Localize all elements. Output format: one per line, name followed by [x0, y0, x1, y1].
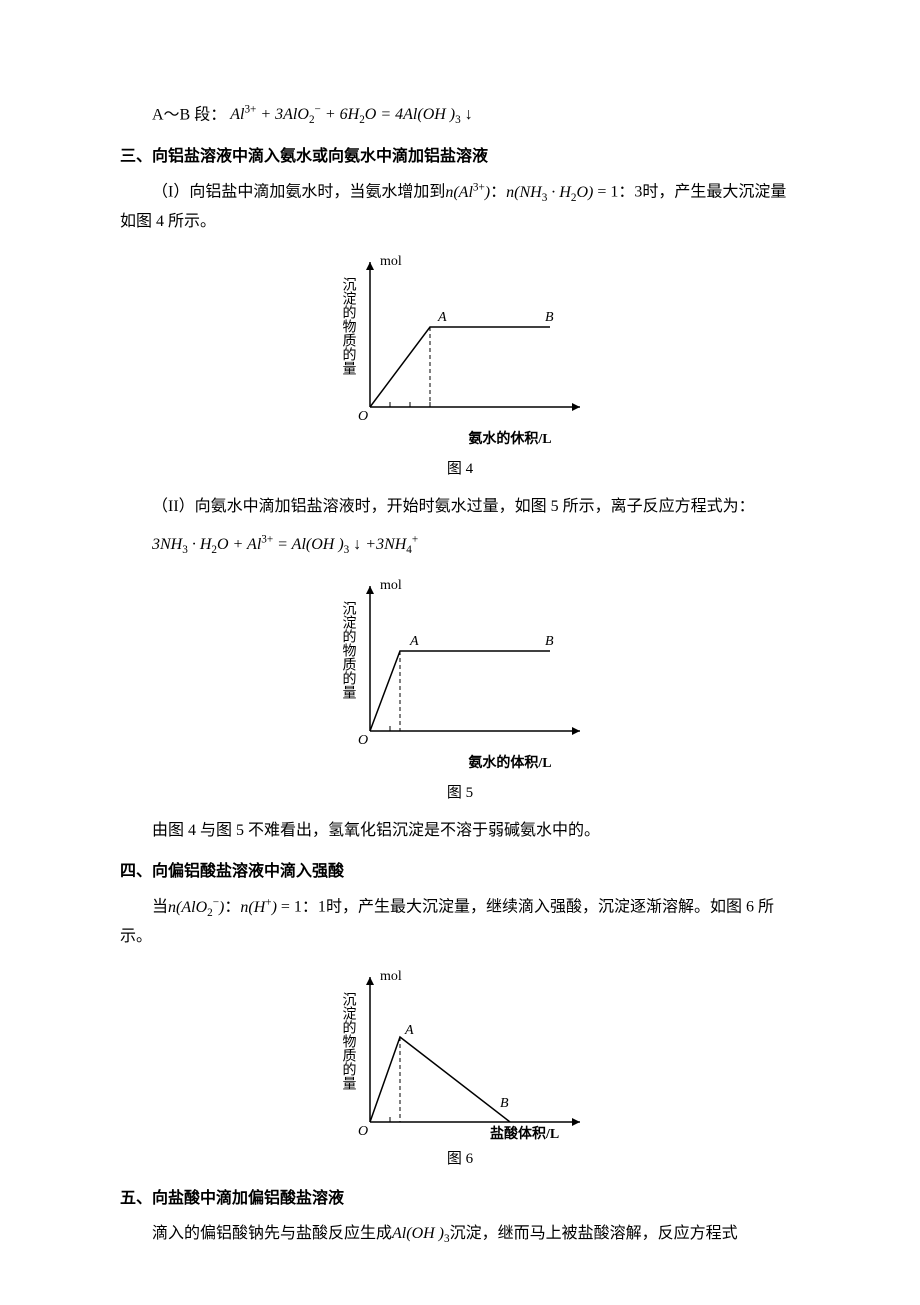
figure5-chart: A B O mol 沉淀的物质的量: [320, 571, 600, 751]
figure5-wrap: A B O mol 沉淀的物质的量 氨水的体积/L 图 5: [120, 571, 800, 807]
section3-para3: 由图 4 与图 5 不难看出，氢氧化铝沉淀是不溶于弱碱氨水中的。: [120, 817, 800, 846]
section3-para2: （II）向氨水中滴加铝盐溶液时，开始时氨水过量，如图 5 所示，离子反应方程式为…: [120, 493, 800, 522]
fig5-ylabel: 沉淀的物质的量: [341, 601, 357, 699]
fig6-pointA: A: [404, 1023, 414, 1038]
s5p1-eq: Al(OH )3: [392, 1225, 450, 1242]
section4-title: 四、向偏铝酸盐溶液中滴入强酸: [120, 858, 800, 887]
s4p1-prefix: 当: [152, 899, 168, 916]
fig5-xlabel: 氨水的体积/L: [120, 751, 800, 776]
figure6-wrap: A B O mol 沉淀的物质的量 盐酸体积/L 图 6: [120, 962, 800, 1173]
figure4-caption: 图 4: [120, 456, 800, 483]
fig4-origin: O: [358, 409, 368, 424]
fig5-pointA: A: [409, 634, 419, 649]
section3-eq2: 3NH3 · H2O + Al3+ = Al(OH )3 ↓ +3NH4+: [120, 530, 800, 561]
figure6-chart: A B O mol 沉淀的物质的量 盐酸体积/L: [320, 962, 600, 1142]
fig4-ylabel: 沉淀的物质的量: [341, 277, 357, 375]
ab-segment-line: A～B 段： Al3+ + 3AlO2− + 6H2O = 4Al(OH )3 …: [120, 100, 800, 131]
fig4-pointA: A: [437, 310, 447, 325]
fig5-yunit: mol: [380, 578, 402, 593]
figure5-caption: 图 5: [120, 780, 800, 807]
s3p1-eq: n(Al3+)：n(NH3 · H2O) = 1：3: [445, 184, 642, 201]
fig6-pointB: B: [500, 1096, 509, 1111]
fig6-xlabel: 盐酸体积/L: [490, 1125, 559, 1142]
section5-title: 五、向盐酸中滴加偏铝酸盐溶液: [120, 1185, 800, 1214]
fig4-xlabel: 氨水的休积/L: [120, 427, 800, 452]
fig4-yunit: mol: [380, 254, 402, 269]
ab-equation: Al3+ + 3AlO2− + 6H2O = 4Al(OH )3 ↓: [230, 106, 473, 123]
s5p1-suffix: 沉淀，继而马上被盐酸溶解，反应方程式: [450, 1225, 738, 1242]
section4-para1: 当n(AlO2−)：n(H+) = 1：1时，产生最大沉淀量，继续滴入强酸，沉淀…: [120, 892, 800, 951]
figure4-wrap: A B O mol 沉淀的物质的量 氨水的休积/L 图 4: [120, 247, 800, 483]
fig5-origin: O: [358, 733, 368, 748]
section5-para1: 滴入的偏铝酸钠先与盐酸反应生成Al(OH )3沉淀，继而马上被盐酸溶解，反应方程…: [120, 1220, 800, 1249]
fig6-yunit: mol: [380, 969, 402, 984]
figure4-chart: A B O mol 沉淀的物质的量: [320, 247, 600, 427]
fig6-origin: O: [358, 1124, 368, 1139]
figure6-caption: 图 6: [120, 1146, 800, 1173]
s3p1-prefix: （I）向铝盐中滴加氨水时，当氨水增加到: [152, 184, 445, 201]
s5p1-prefix: 滴入的偏铝酸钠先与盐酸反应生成: [152, 1225, 392, 1242]
fig4-pointB: B: [545, 310, 554, 325]
fig6-ylabel: 沉淀的物质的量: [341, 992, 357, 1090]
ab-prefix: A～B 段：: [152, 106, 226, 123]
fig5-pointB: B: [545, 634, 554, 649]
section3-para1: （I）向铝盐中滴加氨水时，当氨水增加到n(Al3+)：n(NH3 · H2O) …: [120, 177, 800, 236]
s4p1-eq: n(AlO2−)：n(H+) = 1：1: [168, 899, 326, 916]
section3-title: 三、向铝盐溶液中滴入氨水或向氨水中滴加铝盐溶液: [120, 143, 800, 172]
